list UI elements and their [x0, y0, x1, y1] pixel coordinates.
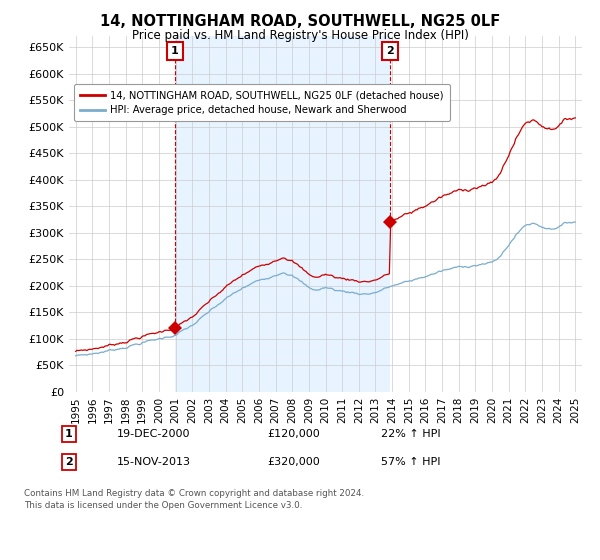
Text: Price paid vs. HM Land Registry's House Price Index (HPI): Price paid vs. HM Land Registry's House …	[131, 29, 469, 42]
Text: 2: 2	[386, 45, 394, 55]
Text: £320,000: £320,000	[267, 457, 320, 467]
Text: 22% ↑ HPI: 22% ↑ HPI	[381, 429, 440, 439]
Text: 15-NOV-2013: 15-NOV-2013	[117, 457, 191, 467]
Bar	[175, 36, 390, 392]
Text: 57% ↑ HPI: 57% ↑ HPI	[381, 457, 440, 467]
Text: 14, NOTTINGHAM ROAD, SOUTHWELL, NG25 0LF: 14, NOTTINGHAM ROAD, SOUTHWELL, NG25 0LF	[100, 14, 500, 29]
Text: 1: 1	[65, 429, 73, 439]
Text: 19-DEC-2000: 19-DEC-2000	[117, 429, 191, 439]
Legend: 14, NOTTINGHAM ROAD, SOUTHWELL, NG25 0LF (detached house), HPI: Average price, d: 14, NOTTINGHAM ROAD, SOUTHWELL, NG25 0LF…	[74, 84, 449, 121]
Text: 1: 1	[171, 45, 179, 55]
Text: £120,000: £120,000	[267, 429, 320, 439]
Text: Contains HM Land Registry data © Crown copyright and database right 2024.: Contains HM Land Registry data © Crown c…	[24, 488, 364, 498]
Text: This data is licensed under the Open Government Licence v3.0.: This data is licensed under the Open Gov…	[24, 502, 302, 511]
Text: 2: 2	[65, 457, 73, 467]
